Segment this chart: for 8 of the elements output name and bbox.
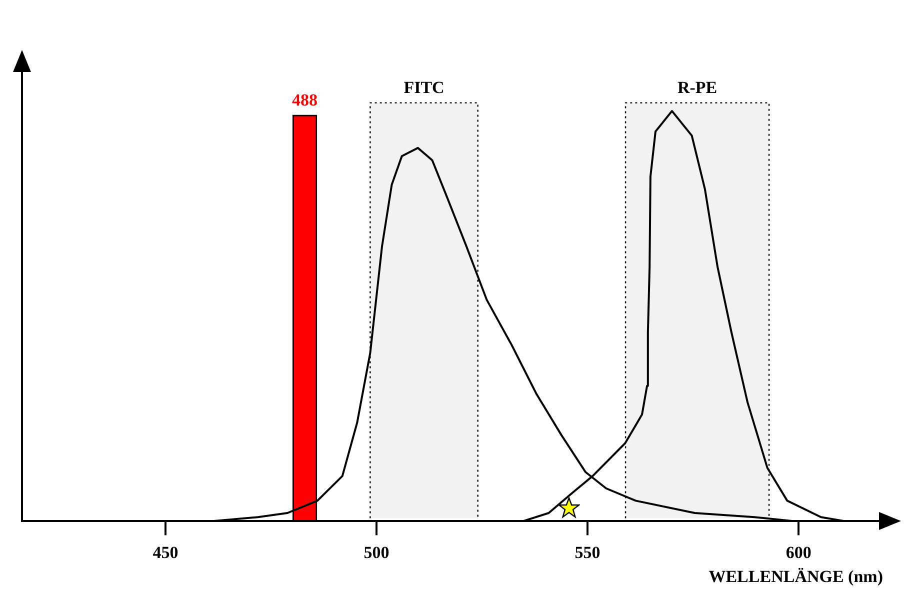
x-tick-label: 600 bbox=[786, 542, 812, 562]
x-tick-label: 550 bbox=[574, 542, 600, 562]
band-label: R-PE bbox=[677, 78, 718, 98]
x-tick-label: 500 bbox=[364, 542, 390, 562]
x-tick-label: 450 bbox=[152, 542, 178, 562]
band-label: FITC bbox=[404, 78, 444, 98]
x-axis-title: WELLENLÄNGE (nm) bbox=[708, 567, 883, 586]
series-label: 488 bbox=[292, 90, 318, 110]
